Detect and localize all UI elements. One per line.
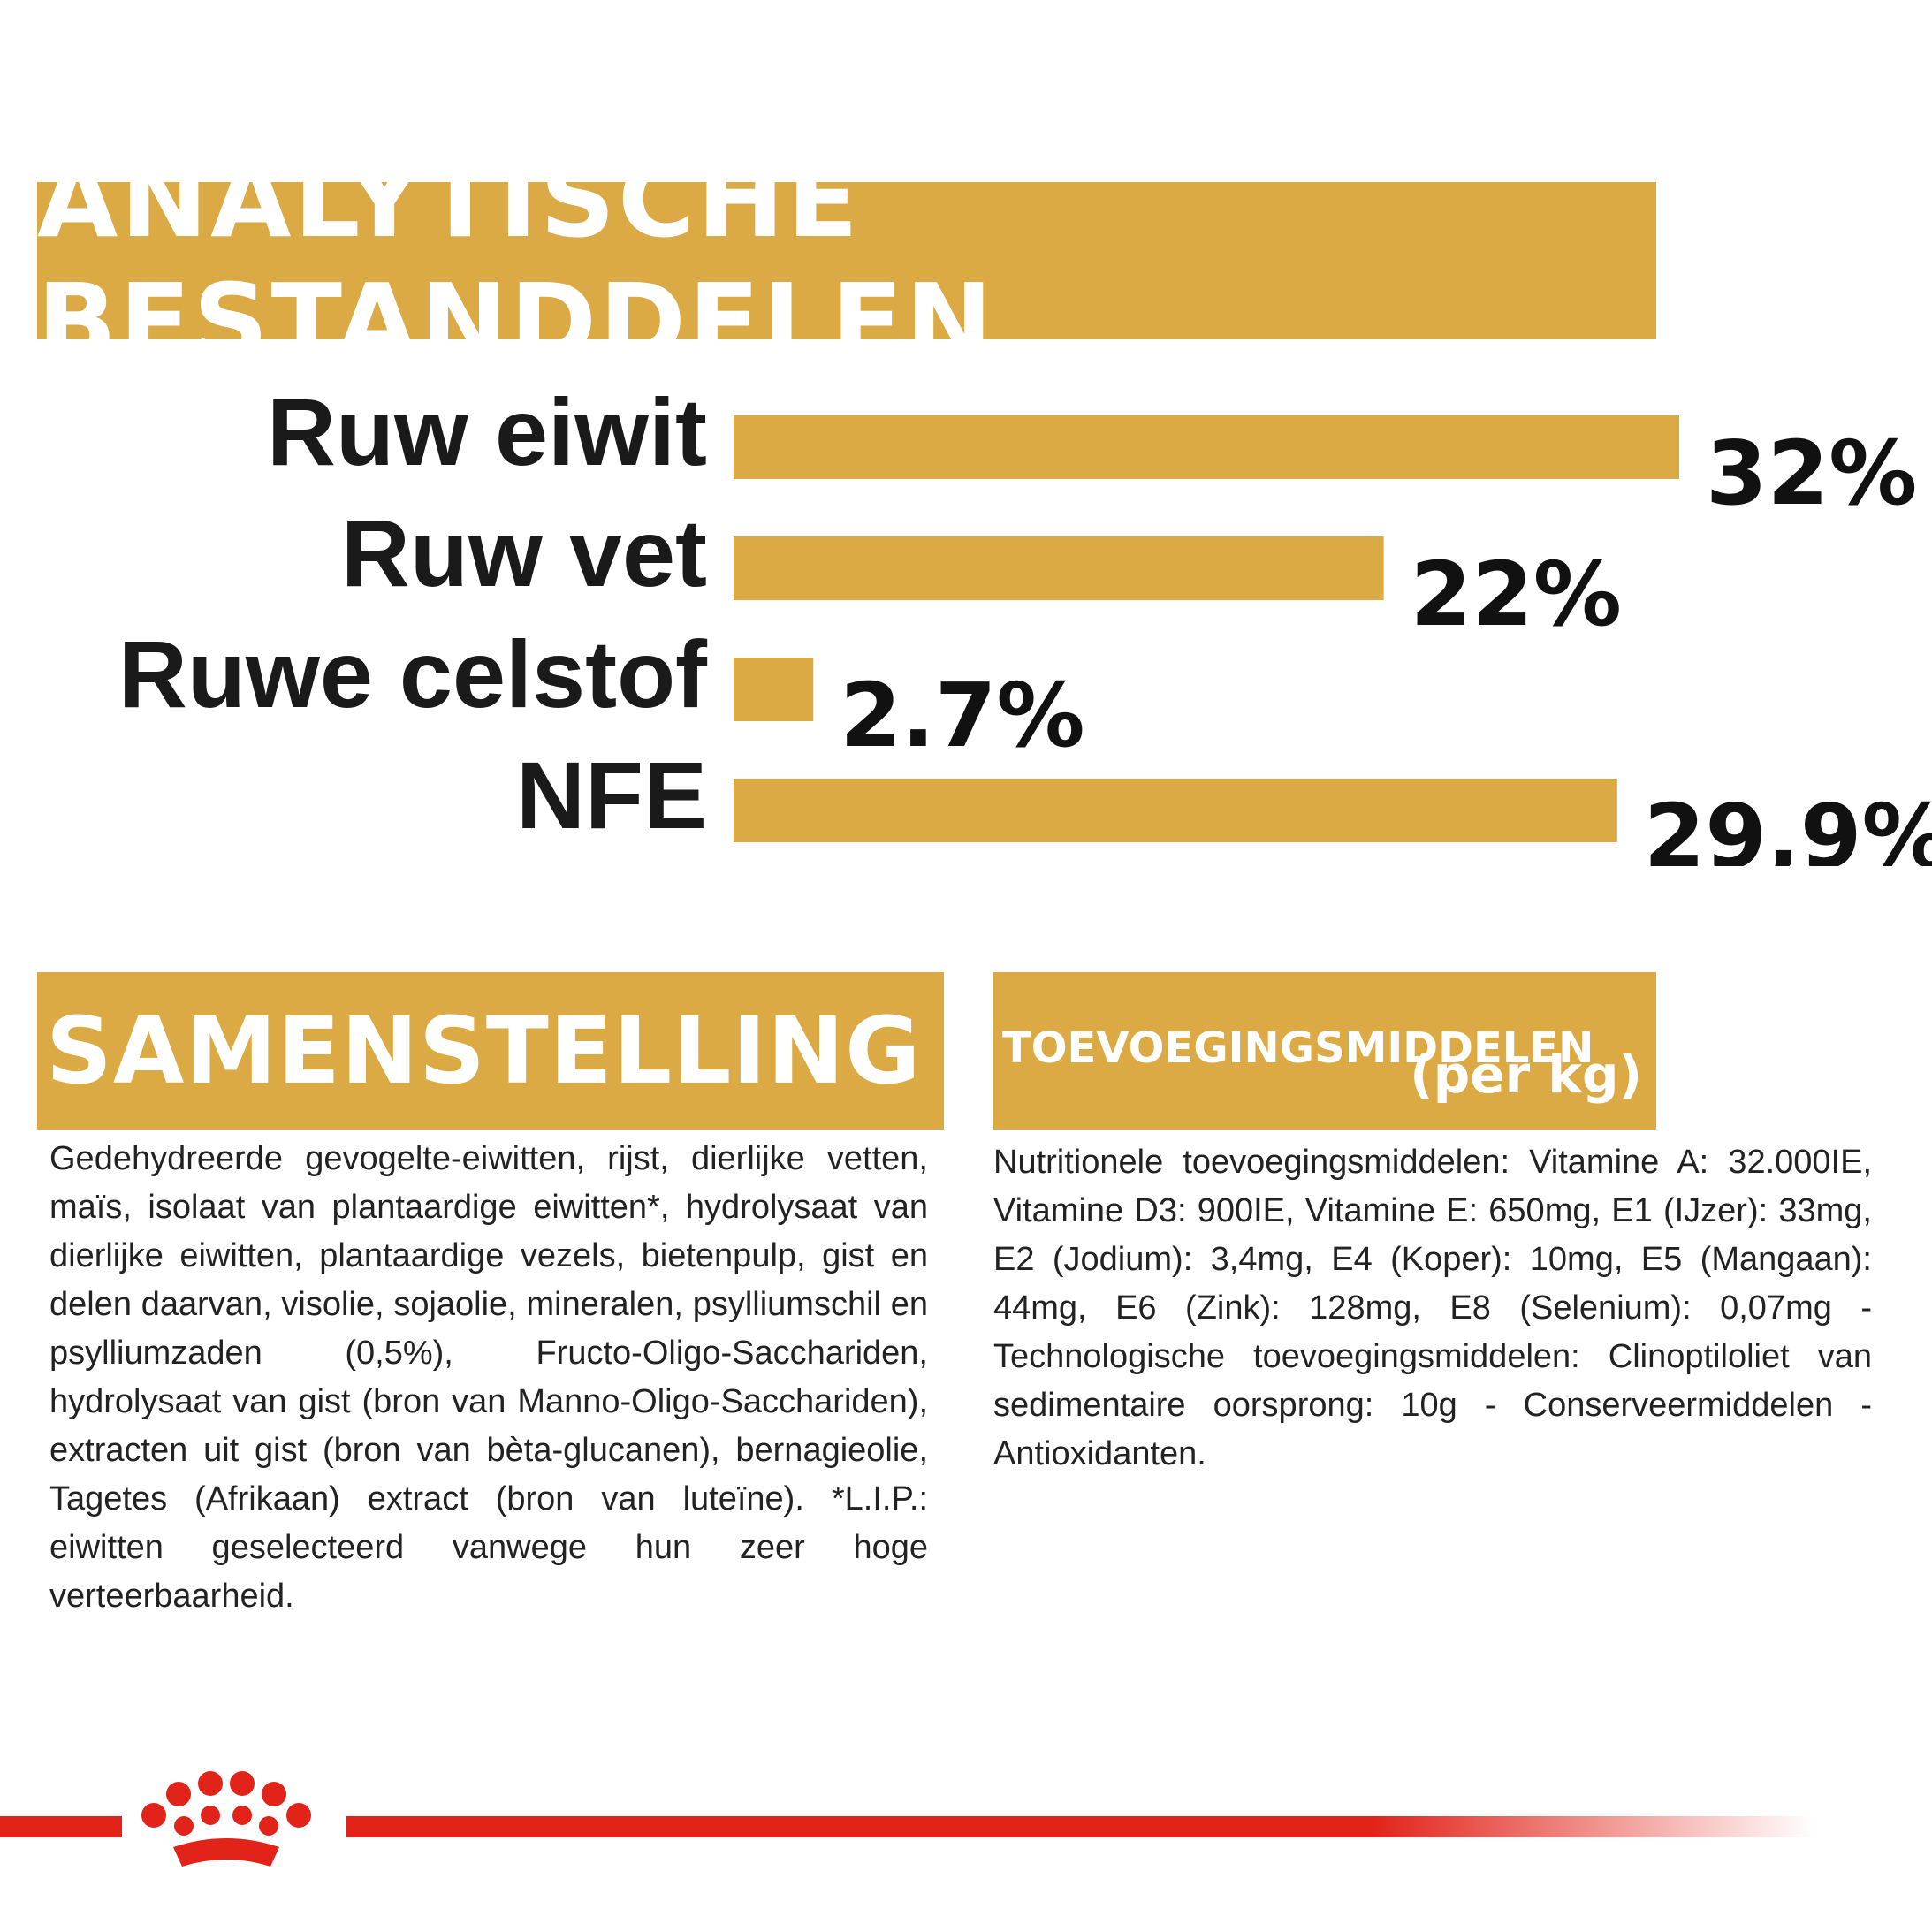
value-label-nfe: 29,9% <box>1644 785 1932 866</box>
toevoegingsmiddelen-title: TOEVOEGINGSMIDDELEN <box>1002 1023 1594 1073</box>
value-label-ruw-vet: 22% <box>1411 543 1622 646</box>
bar-ruw-vet <box>734 536 1384 600</box>
category-label-ruwe-celstof: Ruwe celstof <box>118 620 708 727</box>
bar-ruwe-celstof <box>734 658 814 721</box>
samenstelling-text: Gedehydreerde gevogelte-eiwitten, rijst,… <box>49 1140 928 1615</box>
category-label-nfe: NFE <box>516 742 707 848</box>
category-label-ruw-vet: Ruw vet <box>341 499 707 606</box>
bar-nfe <box>734 779 1617 842</box>
samenstelling-banner: SAMENSTELLING <box>37 972 944 1130</box>
toevoegingsmiddelen-unit: (per kg) <box>1410 1045 1642 1105</box>
analytics-banner: ANALYTISCHE BESTANDDELEN <box>37 139 1656 383</box>
nutrient-bar-chart: Ruw eiwit 32% Ruw vet 22% Ruwe celstof 2.7% NF… <box>118 378 1932 866</box>
footer-red-line-right <box>346 1816 1814 1837</box>
samenstelling-title: SAMENSTELLING <box>46 997 922 1105</box>
toevoegingsmiddelen-banner: TOEVOEGINGSMIDDELEN (per kg) <box>993 972 1656 1130</box>
royal-canin-crown-icon <box>141 1771 311 1867</box>
footer-red-line-left <box>0 1816 122 1837</box>
value-label-ruw-eiwit: 32% <box>1706 422 1917 525</box>
analytics-title: ANALYTISCHE BESTANDDELEN <box>37 139 995 383</box>
footer-brand-line <box>0 1771 1814 1867</box>
bar-ruw-eiwit <box>734 415 1679 479</box>
toevoegingsmiddelen-text: Nutritionele toevoegingsmiddelen: Vitami… <box>993 1144 1872 1472</box>
category-label-ruw-eiwit: Ruw eiwit <box>267 378 707 485</box>
value-label-ruwe-celstof: 2.7% <box>840 664 1084 767</box>
